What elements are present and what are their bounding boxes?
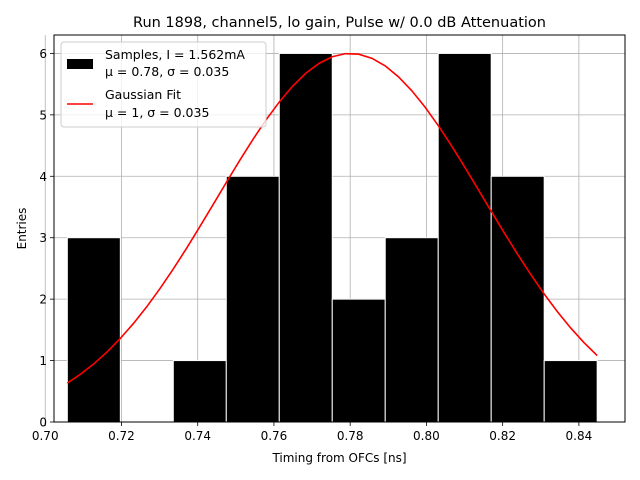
y-tick-label: 1: [39, 354, 47, 368]
legend-fit-stats: μ = 1, σ = 0.035: [105, 105, 209, 120]
fit-curve-group: [66, 52, 598, 384]
histogram-bar: [384, 237, 439, 423]
x-tick-label: 0.70: [32, 429, 59, 443]
gaussian-fit-line: [66, 52, 598, 384]
histogram-bar: [331, 298, 386, 423]
chart-title: Run 1898, channel5, lo gain, Pulse w/ 0.…: [133, 15, 546, 31]
y-axis-ticks: 0 1 2 3 4 5 6: [39, 47, 54, 430]
histogram-bar: [490, 175, 545, 423]
histogram-bar: [543, 360, 598, 423]
histogram-bar: [172, 360, 227, 423]
y-axis-label: Entries: [15, 208, 29, 250]
y-tick-label: 3: [39, 231, 47, 245]
x-axis-label: Timing from OFCs [ns]: [271, 451, 406, 465]
legend-histogram-stats: μ = 0.78, σ = 0.035: [105, 64, 229, 79]
x-tick-label: 0.74: [184, 429, 211, 443]
x-tick-label: 0.82: [489, 429, 516, 443]
legend-histogram-swatch: [67, 59, 93, 69]
y-tick-label: 2: [39, 293, 47, 307]
legend-box: [60, 41, 267, 128]
histogram-bars: [66, 52, 598, 423]
y-tick-label: 0: [39, 416, 47, 430]
y-tick-label: 5: [39, 108, 47, 122]
x-tick-label: 0.84: [566, 429, 593, 443]
legend-fit-label: Gaussian Fit: [105, 87, 181, 102]
x-tick-label: 0.72: [108, 429, 135, 443]
x-tick-label: 0.78: [337, 429, 364, 443]
legend-histogram-label: Samples, I = 1.562mA: [105, 47, 245, 62]
y-tick-label: 6: [39, 47, 47, 61]
plot-frame: [53, 34, 626, 423]
x-tick-label: 0.80: [413, 429, 440, 443]
histogram-bar: [437, 52, 492, 423]
y-tick-label: 4: [39, 170, 47, 184]
histogram-bar: [225, 175, 280, 423]
x-axis-ticks: 0.70 0.72 0.74 0.76 0.78 0.80 0.82 0.84: [32, 422, 592, 443]
x-tick-label: 0.76: [261, 429, 288, 443]
histogram-bar: [66, 237, 121, 423]
histogram-bar: [278, 52, 333, 423]
legend: Samples, I = 1.562mA μ = 0.78, σ = 0.035…: [60, 41, 267, 128]
